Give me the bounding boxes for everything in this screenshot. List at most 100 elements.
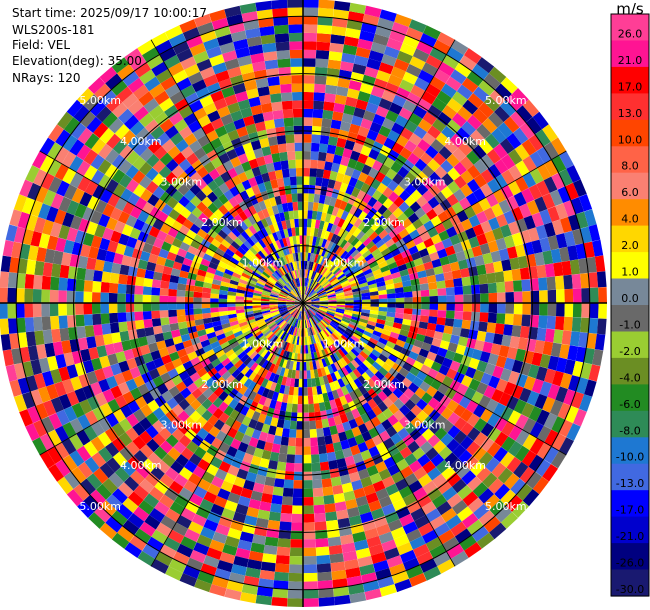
colorbar-swatch: [611, 119, 649, 147]
ppi-gate: [346, 340, 356, 349]
ppi-gate: [325, 187, 334, 197]
ppi-gate: [208, 353, 218, 363]
ppi-gate: [74, 203, 87, 219]
ppi-gate: [417, 270, 427, 279]
ppi-gate: [168, 208, 180, 221]
ppi-gate: [266, 352, 274, 362]
ppi-gate: [322, 268, 330, 277]
ppi-gate: [333, 0, 351, 12]
ppi-gate: [161, 273, 171, 282]
ppi-gate: [316, 254, 322, 264]
ppi-gate: [148, 368, 160, 380]
ppi-gate: [319, 295, 328, 299]
ppi-gate: [315, 313, 323, 320]
ppi-gate: [454, 528, 472, 544]
ppi-gate: [559, 437, 574, 455]
ppi-gate: [218, 204, 229, 216]
ppi-gate: [76, 144, 92, 161]
ppi-gate: [412, 145, 426, 159]
ppi-gate: [286, 304, 295, 308]
colorbar-tick-label: 4.0: [621, 213, 639, 226]
ppi-gate: [49, 289, 59, 303]
ppi-gate: [244, 227, 254, 238]
ppi-gate: [461, 319, 471, 330]
ppi-gate: [388, 191, 399, 203]
ppi-gate: [256, 9, 273, 20]
ppi-gate: [256, 320, 266, 326]
ppi-gate: [312, 316, 318, 325]
ppi-gate: [249, 195, 259, 206]
ppi-gate: [544, 159, 559, 177]
ppi-gate: [66, 200, 80, 216]
ppi-gate: [70, 122, 87, 140]
ppi-gate: [317, 393, 325, 404]
ppi-gate: [271, 597, 288, 607]
ppi-gate: [345, 212, 354, 223]
ppi-gate: [451, 478, 467, 494]
ppi-gate: [389, 563, 406, 576]
ring-label: 5.00km: [79, 94, 121, 107]
ppi-gate: [303, 296, 309, 303]
ppi-gate: [33, 169, 48, 187]
ppi-gate: [320, 279, 329, 286]
ppi-gate: [114, 124, 130, 140]
ppi-gate: [326, 519, 339, 530]
ppi-gate: [266, 319, 275, 326]
ppi-gate: [272, 187, 281, 197]
ppi-gate: [263, 246, 271, 256]
ppi-gate: [464, 48, 482, 64]
ppi-gate: [91, 292, 101, 303]
colorbar-tick-label: -2.0: [619, 345, 640, 358]
ppi-gate: [266, 188, 275, 199]
ring-label: 1.00km: [323, 256, 365, 269]
ppi-gate: [416, 398, 428, 411]
ppi-gate: [137, 259, 148, 270]
ppi-gate: [139, 175, 152, 189]
ppi-gate: [176, 289, 186, 297]
ppi-gate: [169, 91, 185, 105]
ppi-gate: [246, 348, 256, 357]
ppi-gate: [305, 328, 309, 337]
ppi-gate: [142, 47, 160, 63]
ppi-gate: [253, 232, 262, 242]
ppi-gate: [324, 161, 333, 171]
ppi-gate: [472, 224, 485, 237]
ppi-gate: [480, 183, 494, 198]
ppi-gate: [296, 327, 299, 337]
ppi-gate: [265, 216, 273, 226]
ppi-gate: [394, 287, 404, 294]
ppi-gate: [119, 264, 130, 276]
ppi-gate: [411, 251, 422, 261]
ppi-gate: [295, 252, 299, 262]
ppi-gate: [500, 406, 514, 422]
ppi-gate: [571, 197, 584, 215]
ppi-gate: [293, 125, 303, 135]
ppi-gate: [365, 102, 379, 114]
ppi-gate: [508, 425, 523, 441]
ppi-gate: [332, 17, 348, 28]
ppi-gate: [244, 515, 258, 526]
ppi-gate: [292, 497, 303, 506]
ppi-gate: [359, 350, 369, 360]
ppi-gate: [269, 354, 277, 364]
ppi-gate: [142, 242, 154, 254]
ppi-gate: [380, 265, 390, 273]
ppi-gate: [272, 486, 284, 497]
ppi-gate: [342, 403, 352, 414]
ppi-gate: [331, 332, 339, 341]
ppi-gate: [429, 515, 446, 530]
ppi-gate: [203, 491, 218, 504]
ppi-gate: [317, 24, 332, 35]
ppi-gate: [343, 490, 356, 502]
ppi-gate: [594, 255, 606, 272]
ppi-gate: [307, 344, 311, 354]
ppi-gate: [366, 323, 376, 331]
ppi-gate: [83, 165, 98, 181]
ppi-gate: [204, 377, 216, 388]
ppi-gate: [290, 291, 297, 298]
ppi-gate: [255, 77, 269, 89]
ppi-gate: [318, 255, 324, 265]
ppi-gate: [182, 218, 194, 230]
ppi-gate: [253, 309, 262, 314]
ppi-gate: [360, 312, 370, 317]
